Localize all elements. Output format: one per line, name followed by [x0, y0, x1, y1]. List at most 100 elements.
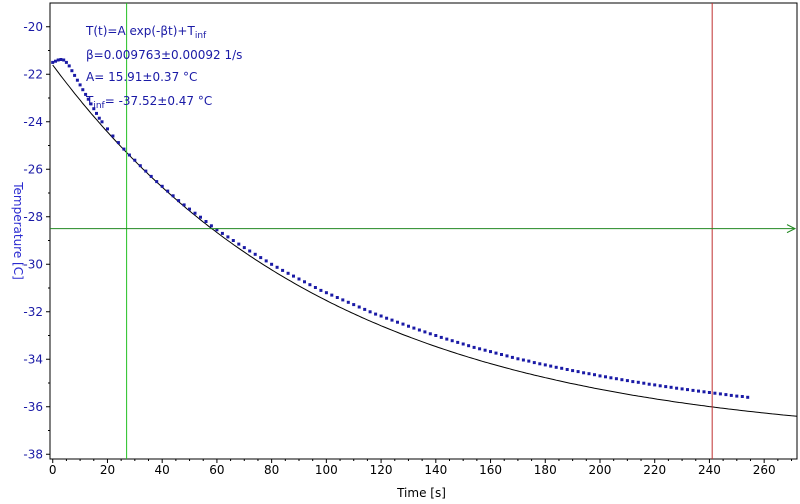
- x-tick-label: 20: [100, 463, 115, 477]
- cursor-layer[interactable]: [50, 3, 797, 459]
- data-point: [560, 366, 564, 370]
- data-point: [144, 169, 148, 173]
- data-point: [510, 355, 514, 359]
- y-axis-label: Temperature [C]: [11, 181, 25, 280]
- y-tick-label: -32: [23, 305, 43, 319]
- data-point: [374, 312, 378, 316]
- data-point: [97, 116, 101, 120]
- fit-formula-main: T(t)=A exp(-βt)+T: [85, 24, 195, 38]
- data-point: [625, 379, 629, 383]
- y-tick-label: -30: [23, 257, 43, 271]
- data-point: [707, 391, 711, 394]
- data-point: [59, 58, 63, 61]
- data-point: [691, 388, 695, 392]
- data-point: [70, 69, 74, 73]
- data-point: [193, 211, 197, 215]
- data-point: [527, 359, 531, 363]
- data-point: [407, 324, 410, 328]
- data-point: [385, 316, 389, 320]
- data-point: [188, 207, 191, 211]
- fit-amplitude: A= 15.91±0.37 °C: [86, 70, 197, 84]
- data-point: [346, 300, 350, 304]
- fit-tinf-main: T: [85, 94, 94, 108]
- data-point: [472, 345, 476, 349]
- data-point: [204, 220, 208, 223]
- x-tick-label: 120: [370, 463, 393, 477]
- data-point: [78, 83, 82, 87]
- data-point: [95, 111, 98, 115]
- data-point: [220, 231, 224, 235]
- data-point: [401, 322, 405, 326]
- data-point: [171, 194, 175, 198]
- data-point: [75, 78, 79, 82]
- data-point: [133, 158, 137, 162]
- data-point: [281, 268, 285, 272]
- data-point: [286, 271, 290, 275]
- data-point: [565, 368, 569, 371]
- data-point: [357, 305, 361, 309]
- data-point: [199, 215, 202, 219]
- data-point: [636, 380, 640, 384]
- data-point: [335, 296, 339, 299]
- data-point: [746, 395, 750, 399]
- data-point: [237, 242, 241, 246]
- data-point: [73, 73, 77, 77]
- x-tick-label: 160: [479, 463, 502, 477]
- x-tick-label: 220: [643, 463, 666, 477]
- x-tick-label: 140: [424, 463, 447, 477]
- data-point: [686, 388, 689, 392]
- y-tick-label: -20: [23, 20, 43, 34]
- data-point: [363, 307, 367, 311]
- fit-tinf-value: = -37.52±0.47 °C: [105, 94, 213, 108]
- x-tick-label: 40: [155, 463, 170, 477]
- plot-frame: [49, 2, 798, 460]
- fit-curve-layer: [52, 64, 798, 417]
- x-tick-label: 0: [49, 463, 57, 477]
- data-point: [81, 88, 85, 92]
- data-point: [439, 335, 443, 339]
- data-point: [664, 385, 668, 389]
- data-point: [319, 288, 323, 292]
- x-axis-label: Time [s]: [396, 486, 446, 500]
- data-point: [270, 262, 274, 266]
- data-point: [483, 348, 487, 352]
- data-point: [735, 394, 739, 398]
- data-point: [538, 362, 542, 366]
- data-point: [456, 340, 460, 344]
- y-tick-label: -38: [23, 447, 43, 461]
- data-point: [56, 58, 60, 62]
- data-point: [341, 298, 345, 302]
- fit-curve: [52, 64, 798, 417]
- data-point: [713, 391, 717, 395]
- data-point: [62, 58, 66, 62]
- plot-area: [49, 2, 798, 460]
- data-point: [292, 274, 295, 278]
- data-point: [494, 351, 498, 355]
- data-point: [450, 339, 454, 343]
- data-point: [593, 373, 596, 377]
- data-point: [324, 291, 328, 295]
- data-point: [620, 378, 624, 382]
- data-point: [467, 344, 471, 348]
- data-point: [724, 393, 728, 397]
- data-point: [127, 153, 131, 157]
- cursor-arrow-icon: [786, 224, 797, 234]
- fit-formula: T(t)=A exp(-βt)+Tinf: [85, 24, 207, 41]
- data-point: [330, 293, 334, 297]
- data-point: [658, 384, 662, 388]
- data-point: [532, 361, 536, 365]
- x-tick-label: 260: [753, 463, 776, 477]
- fit-tinf: Tinf= -37.52±0.47 °C: [85, 94, 212, 111]
- x-tick-label: 60: [209, 463, 224, 477]
- data-point: [642, 381, 646, 385]
- data-point: [461, 342, 465, 346]
- x-tick-label: 240: [698, 463, 721, 477]
- data-point: [582, 371, 586, 375]
- data-point: [434, 334, 438, 337]
- data-point: [149, 174, 153, 178]
- data-point: [253, 252, 257, 256]
- data-point: [259, 256, 263, 260]
- data-point: [248, 249, 252, 253]
- data-point: [521, 358, 525, 362]
